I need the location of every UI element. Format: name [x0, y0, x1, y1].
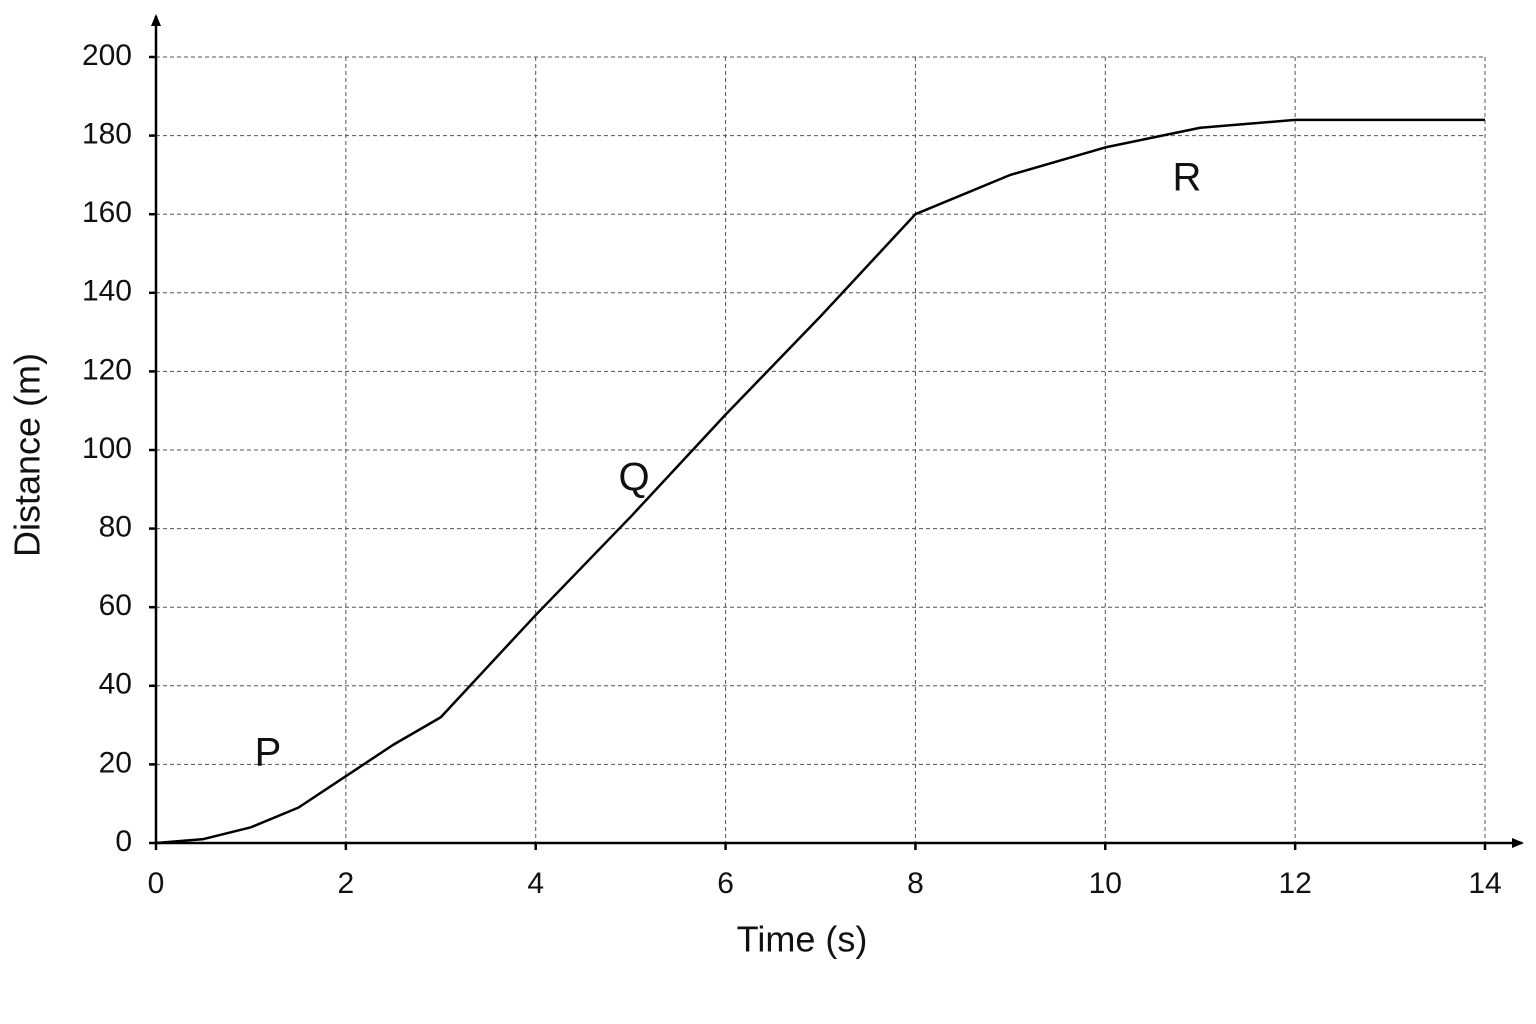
- x-tick-label: 6: [717, 867, 734, 900]
- x-axis-label: Time (s): [737, 919, 868, 960]
- y-tick-label: 140: [82, 275, 132, 308]
- x-tick-label: 12: [1278, 867, 1311, 900]
- y-tick-label: 100: [82, 432, 132, 465]
- y-tick-label: 180: [82, 118, 132, 151]
- y-tick-label: 20: [99, 746, 132, 779]
- annotation: P: [255, 731, 282, 775]
- x-tick-label: 0: [148, 867, 165, 900]
- y-tick-label: 60: [99, 589, 132, 622]
- y-tick-label: 80: [99, 511, 132, 544]
- x-tick-label: 4: [527, 867, 544, 900]
- y-tick-label: 160: [82, 196, 132, 229]
- annotation: R: [1173, 156, 1202, 200]
- x-tick-label: 2: [338, 867, 355, 900]
- line: [155, 118, 1485, 845]
- y-tick-label: 200: [82, 39, 132, 72]
- annotation: Q: [618, 456, 649, 500]
- y-tick-label: 120: [82, 353, 132, 386]
- y-tick-label: 40: [99, 668, 132, 701]
- y-tick-label: 0: [115, 825, 132, 858]
- x-tick-label: 8: [907, 867, 924, 900]
- y-axis-label: Distance (m): [7, 353, 48, 557]
- x-tick-label: 10: [1089, 867, 1122, 900]
- x-tick-label: 14: [1468, 867, 1501, 900]
